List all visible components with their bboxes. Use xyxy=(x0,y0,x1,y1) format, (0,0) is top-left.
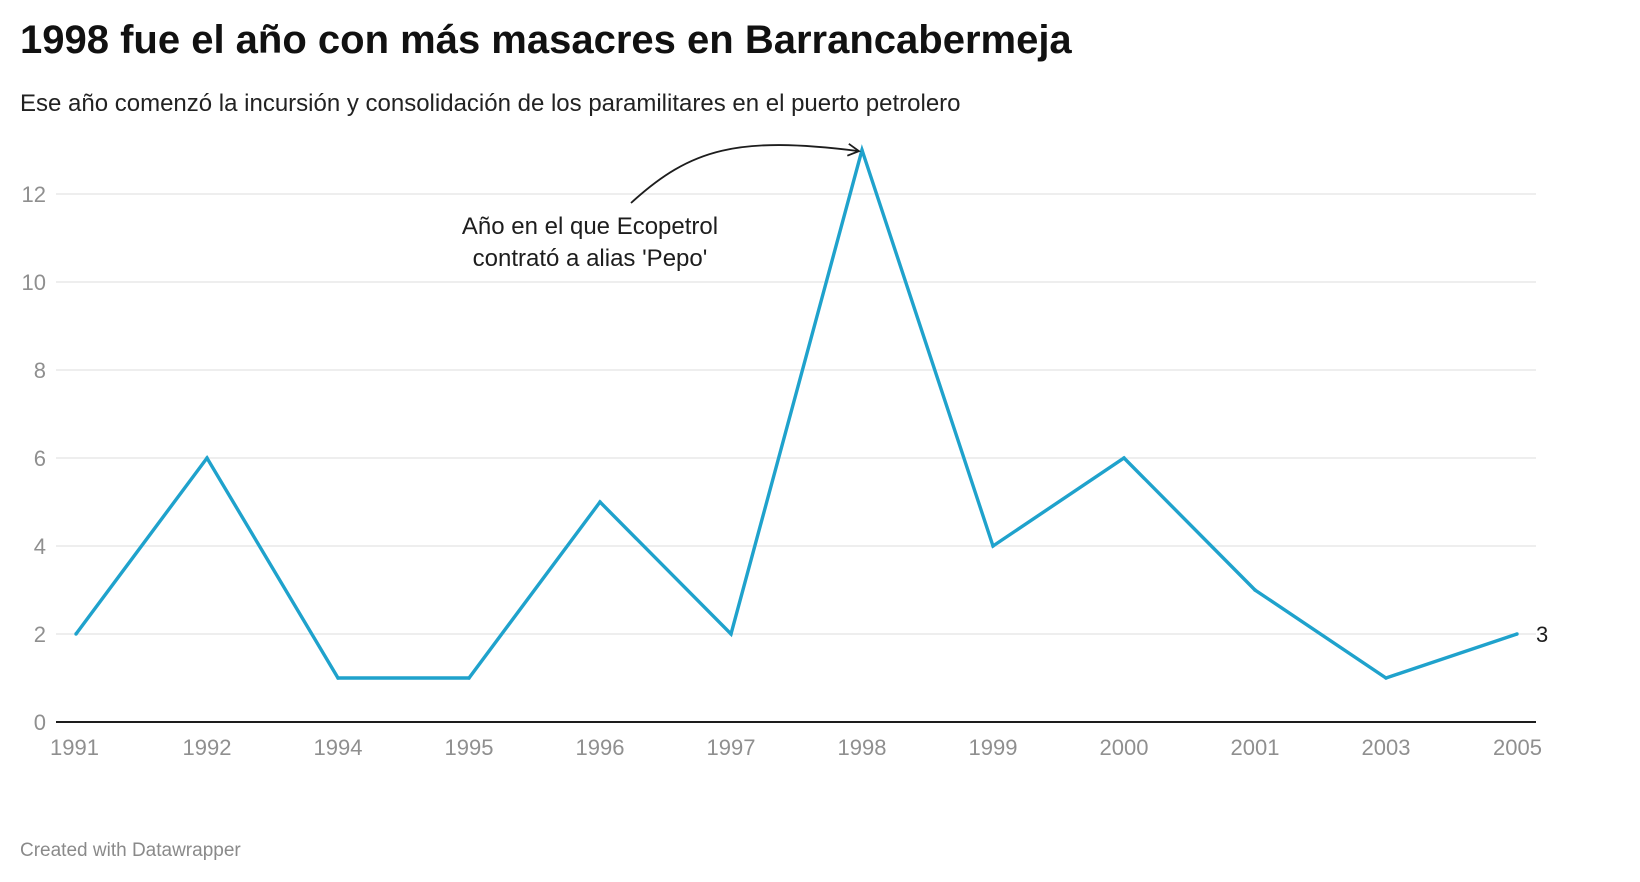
data-point-2003 xyxy=(1384,676,1388,680)
x-tick-label-2003: 2003 xyxy=(1362,735,1411,760)
chart-title: 1998 fue el año con más masacres en Barr… xyxy=(20,18,1072,62)
x-tick-label-1995: 1995 xyxy=(445,735,494,760)
annotation: Año en el que Ecopetrol contrató a alias… xyxy=(462,143,861,272)
data-point-1997 xyxy=(729,632,733,636)
x-axis-ticks: 1991 1992 1994 1995 1996 1997 1998 1999 2000 2001… xyxy=(50,735,1542,760)
annotation-text-line-1: Año en el que Ecopetrol xyxy=(462,213,718,240)
series-line-0 xyxy=(74,144,1518,680)
data-point-1992 xyxy=(205,456,209,460)
x-tick-label-2005: 2005 xyxy=(1493,735,1542,760)
y-tick-label-0: 0 xyxy=(34,710,46,735)
data-point-1996 xyxy=(598,500,602,504)
x-tick-label-2001: 2001 xyxy=(1231,735,1280,760)
data-point-1998 xyxy=(860,148,864,152)
data-point-1994 xyxy=(336,676,340,680)
y-tick-label-2: 2 xyxy=(34,622,46,647)
data-point-2005 xyxy=(1515,632,1519,636)
data-point-1999 xyxy=(991,544,995,548)
annotation-text-line-2: contrató a alias 'Pepo' xyxy=(473,245,708,272)
y-tick-label-6: 6 xyxy=(34,446,46,471)
x-tick-label-1991: 1991 xyxy=(50,735,99,760)
x-tick-label-1998: 1998 xyxy=(838,735,887,760)
data-point-1995 xyxy=(467,676,471,680)
x-tick-label-2000: 2000 xyxy=(1100,735,1149,760)
gridlines xyxy=(56,193,1536,635)
y-tick-label-8: 8 xyxy=(34,358,46,383)
y-tick-label-12: 12 xyxy=(22,182,46,207)
x-tick-label-1992: 1992 xyxy=(183,735,232,760)
y-tick-label-10: 10 xyxy=(22,270,46,295)
x-tick-label-1999: 1999 xyxy=(969,735,1018,760)
data-point-2000 xyxy=(1122,456,1126,460)
datawrapper-credit: Created with Datawrapper xyxy=(20,840,241,861)
chart-subtitle: Ese año comenzó la incursión y consolida… xyxy=(20,90,961,117)
y-axis-ticks: 0 2 4 6 8 10 12 xyxy=(22,182,46,735)
x-tick-label-1994: 1994 xyxy=(314,735,363,760)
data-point-1991 xyxy=(74,632,78,636)
data-point-2001 xyxy=(1253,588,1257,592)
x-tick-label-1997: 1997 xyxy=(707,735,756,760)
series-end-label: 3 xyxy=(1536,622,1548,647)
annotation-arrow xyxy=(630,143,861,204)
series-layer xyxy=(74,144,1519,680)
x-tick-label-1996: 1996 xyxy=(576,735,625,760)
y-tick-label-4: 4 xyxy=(34,534,46,559)
